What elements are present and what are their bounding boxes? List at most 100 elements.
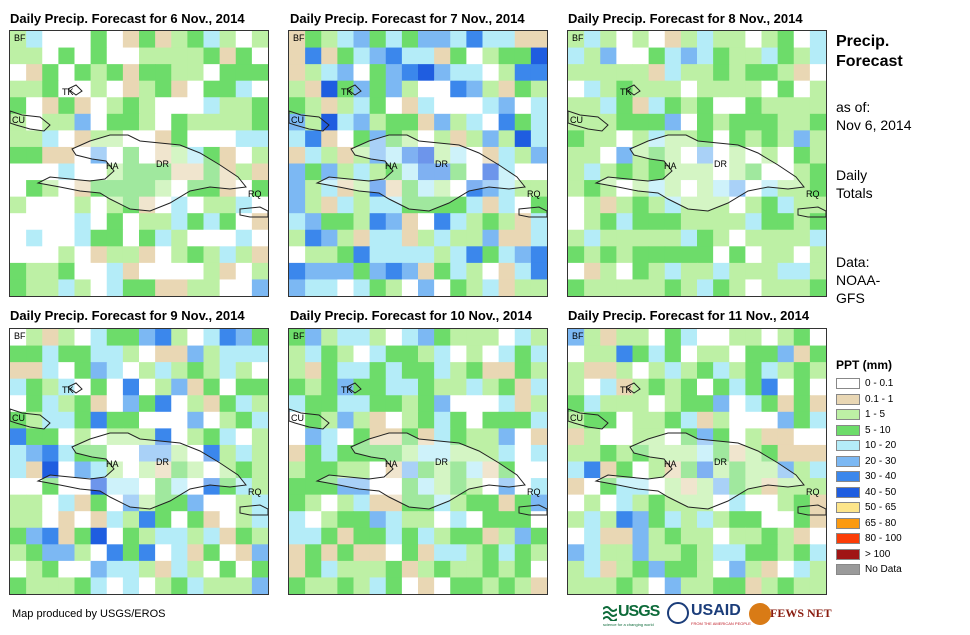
precip-cell	[251, 97, 268, 115]
precip-cell	[10, 378, 27, 396]
precip-cell	[26, 80, 43, 98]
precip-cell	[251, 527, 268, 545]
precip-cell	[530, 31, 547, 49]
precip-cell	[761, 511, 779, 529]
precip-cell	[139, 444, 156, 462]
precip-cell	[632, 80, 650, 98]
precip-cell	[289, 444, 306, 462]
precip-cell	[530, 378, 547, 396]
precip-cell	[337, 163, 355, 181]
precip-cell	[568, 180, 585, 198]
precip-cell	[498, 395, 516, 413]
precip-cell	[697, 130, 714, 148]
legend-label: 1 - 5	[865, 409, 886, 420]
precip-cell	[369, 196, 387, 214]
precip-cell	[530, 213, 547, 231]
precip-cell	[632, 229, 650, 247]
precip-cell	[219, 213, 237, 231]
precip-cell	[697, 196, 714, 214]
precip-cell	[761, 130, 779, 148]
precip-cell	[10, 544, 27, 562]
precip-cell	[632, 329, 650, 347]
precip-cell	[729, 378, 746, 396]
precip-cell	[90, 279, 108, 296]
precip-cell	[632, 444, 650, 462]
precip-cell	[10, 329, 27, 347]
precip-cell	[793, 378, 811, 396]
precip-cell	[616, 213, 634, 231]
precip-cell	[418, 246, 435, 264]
precip-cell	[321, 378, 338, 396]
precip-cell	[155, 229, 172, 247]
precip-cell	[632, 146, 650, 164]
precip-cell	[187, 130, 205, 148]
precip-cell	[729, 113, 746, 131]
precip-cell	[568, 544, 585, 562]
precip-cell	[616, 279, 634, 296]
usaid-wordmark: USAID	[691, 602, 741, 619]
precip-cell	[26, 362, 43, 380]
precip-cell	[58, 329, 76, 347]
usgs-wave-icon	[602, 605, 618, 622]
precip-cell	[680, 146, 698, 164]
precip-cell	[187, 329, 205, 347]
precip-cell	[697, 577, 714, 594]
precip-cell	[809, 113, 826, 131]
precip-cell	[187, 47, 205, 65]
precip-cell	[26, 130, 43, 148]
precip-cell	[171, 113, 188, 131]
precip-cell	[530, 130, 547, 148]
precip-cell	[697, 213, 714, 231]
precip-cell	[106, 395, 124, 413]
precip-cell	[514, 213, 532, 231]
precip-cell	[139, 246, 156, 264]
precip-cell	[600, 329, 617, 347]
precip-cell	[584, 113, 601, 131]
precip-cell	[187, 146, 205, 164]
precip-cell	[26, 64, 43, 82]
precip-cell	[809, 478, 826, 496]
precip-cell	[10, 47, 27, 65]
precip-cell	[482, 279, 500, 296]
map-label-ha: HA	[664, 459, 677, 469]
precip-cell	[337, 362, 355, 380]
precip-cell	[584, 163, 601, 181]
precip-cell	[745, 560, 763, 578]
precip-cell	[385, 362, 403, 380]
precip-cell	[171, 444, 188, 462]
precip-cell	[251, 163, 268, 181]
precip-cell	[793, 246, 811, 264]
precip-cell	[482, 560, 500, 578]
cuba-outline	[289, 110, 330, 132]
legend-swatch	[836, 424, 860, 436]
precip-cell	[42, 378, 59, 396]
precip-cell	[10, 64, 27, 82]
precip-cell	[632, 113, 650, 131]
precip-cell	[498, 345, 516, 363]
precip-cell	[187, 478, 205, 496]
precip-cell	[74, 378, 92, 396]
precip-cell	[289, 511, 306, 529]
precip-cell	[235, 478, 253, 496]
precip-cell	[187, 345, 205, 363]
precip-cell	[203, 246, 221, 264]
puerto-rico-outline	[797, 504, 826, 516]
precip-cell	[584, 146, 601, 164]
usaid-tagline: FROM THE AMERICAN PEOPLE	[691, 621, 751, 626]
precip-cell	[251, 494, 268, 512]
precip-cell	[251, 345, 268, 363]
precip-cell	[530, 262, 547, 280]
precip-cell	[418, 262, 435, 280]
precip-cell	[251, 80, 268, 98]
precip-cell	[106, 329, 124, 347]
precip-cell	[289, 31, 306, 49]
puerto-rico-outline	[239, 504, 268, 516]
precip-cell	[353, 560, 371, 578]
precip-cell	[664, 378, 682, 396]
precip-cell	[219, 130, 237, 148]
precip-cell	[680, 47, 698, 65]
precip-cell	[418, 180, 435, 198]
precip-cell	[58, 378, 76, 396]
precip-cell	[793, 146, 811, 164]
precip-cell	[418, 213, 435, 231]
